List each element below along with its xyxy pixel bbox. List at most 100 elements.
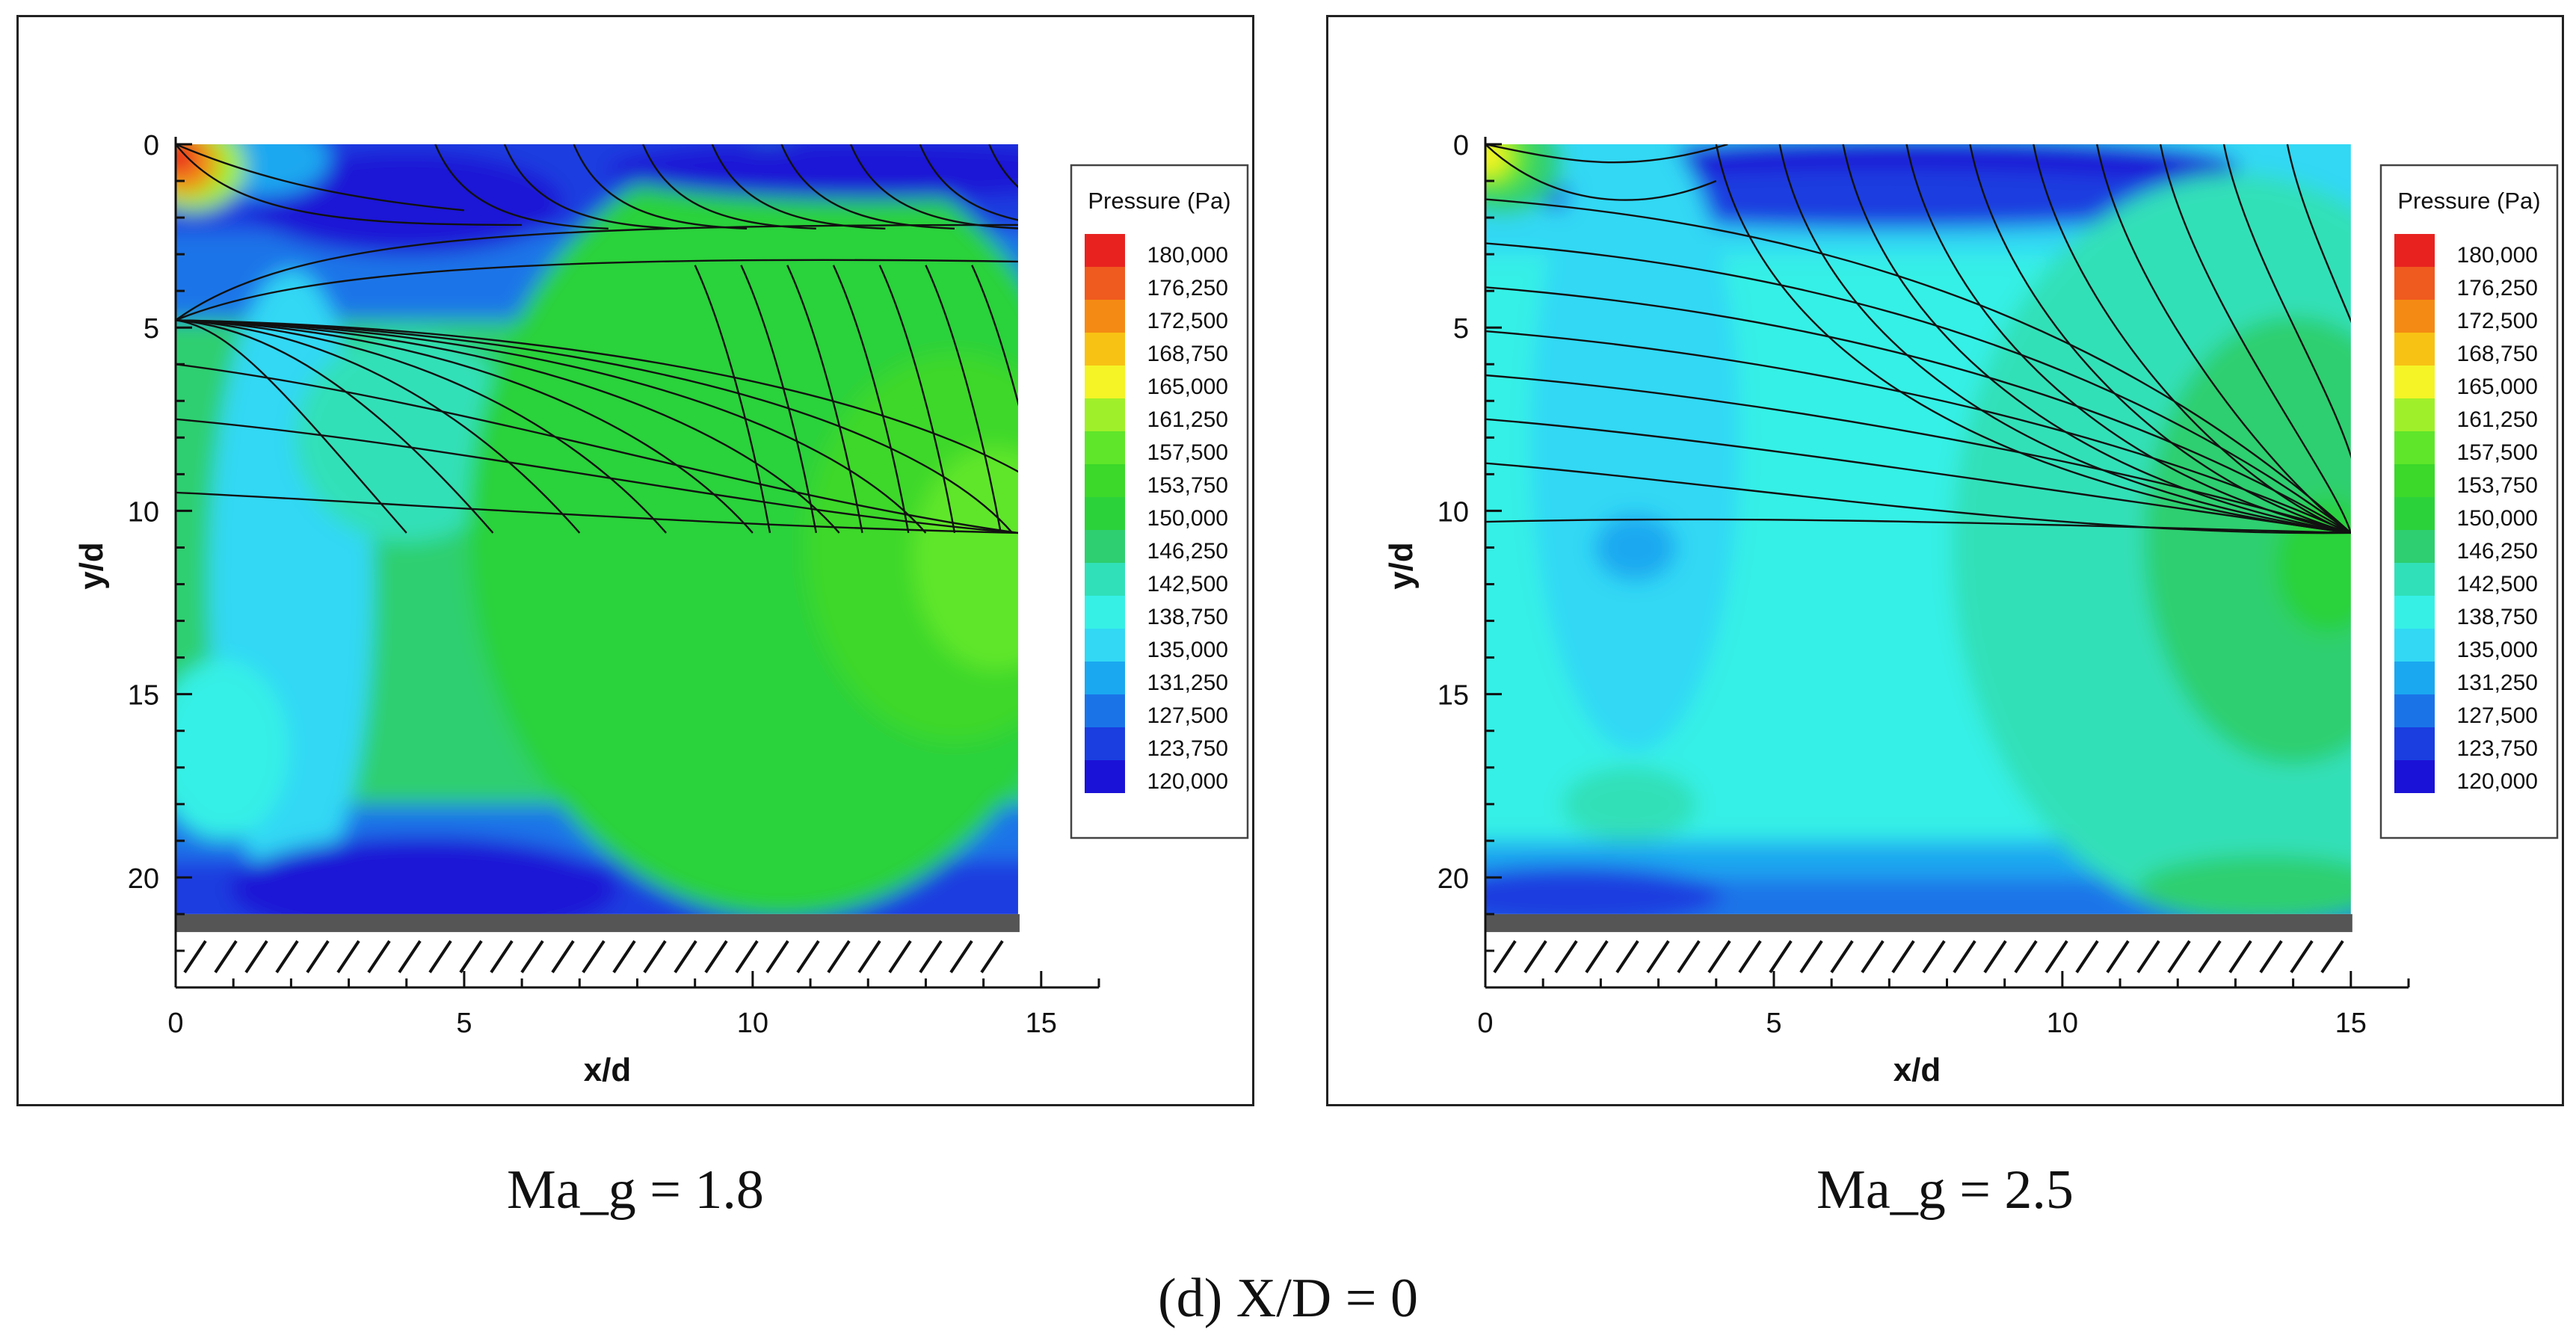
contour-blob-core	[467, 144, 1018, 914]
wall-hatch-line	[1830, 940, 1854, 974]
y-tick-label: 15	[1438, 680, 1469, 712]
y-tick-label: 15	[128, 680, 159, 712]
legend-swatch	[2394, 431, 2435, 464]
streamline-fan	[176, 319, 1018, 473]
y-tick-label: 5	[1453, 313, 1469, 345]
streamline-line-b	[176, 418, 1018, 534]
streamline-fan	[176, 319, 407, 534]
y-tick-label: 0	[144, 130, 159, 161]
wall-hatch-line	[582, 940, 606, 974]
legend-swatch	[1085, 366, 1125, 398]
streamline-left	[1485, 198, 2351, 534]
wall-hatch-line	[1646, 940, 1670, 974]
wall-hatch-line	[1922, 940, 1946, 974]
wall-hatch	[183, 940, 1004, 974]
legend-label: 157,500	[2457, 440, 2538, 465]
legend-title: Pressure (Pa)	[1088, 188, 1230, 214]
streamline-origin-b	[1485, 144, 1728, 164]
legend-label: 165,000	[2457, 374, 2538, 399]
streamline-top	[1715, 144, 2351, 534]
x-tick-label: 10	[2047, 1008, 2078, 1039]
streamline-vertical	[832, 265, 910, 534]
contour-field	[1485, 144, 2351, 914]
y-tick-label: 0	[1453, 130, 1469, 161]
streamline-vertical	[971, 265, 1018, 407]
y-axis-label: y/d	[1383, 542, 1420, 590]
contour-blob-lower-left	[1485, 866, 1722, 914]
legend-label: 176,250	[2457, 276, 2538, 300]
streamline-origin-a	[1485, 144, 1717, 201]
caption-right: Ma_g = 2.5	[1817, 1159, 2074, 1221]
streamline-left	[1485, 286, 2351, 534]
x-tick-label: 0	[1477, 1008, 1493, 1039]
legend-swatch	[1085, 727, 1125, 760]
wall-hatch-line	[674, 940, 697, 974]
streamline-vertical	[694, 265, 771, 534]
streamline-top	[1905, 144, 2351, 534]
wall-hatch-line	[244, 940, 268, 974]
wall-hatch-line	[490, 940, 514, 974]
y-tick-label: 20	[128, 863, 159, 895]
streamline-line-c	[176, 363, 1018, 534]
legend-label: 153,750	[1147, 473, 1228, 498]
streamline-top	[1969, 144, 2351, 534]
legend-label: 142,500	[2457, 572, 2538, 596]
streamline-top	[1842, 144, 2351, 534]
wall-hatch-line	[1707, 940, 1731, 974]
contour-blob-top-mid	[1538, 169, 2241, 229]
contour-blob-left	[1530, 144, 1740, 752]
streamline-top	[2159, 144, 2351, 534]
wall-hatch-line	[398, 940, 422, 974]
streamline-top	[503, 144, 678, 229]
wall-hatch-line	[2045, 940, 2068, 974]
wall-hatch-line	[459, 940, 483, 974]
legend-label: 180,000	[2457, 243, 2538, 268]
y-tick-label: 5	[144, 313, 159, 345]
streamline-vertical	[878, 265, 956, 534]
wall-hatch-line	[919, 940, 943, 974]
legend-swatch	[2394, 234, 2435, 267]
legend-label: 161,250	[2457, 407, 2538, 432]
wall-hatch-line	[1554, 940, 1578, 974]
wall-hatch-line	[1677, 940, 1701, 974]
wall-hatch-line	[2228, 940, 2252, 974]
legend-swatch	[1085, 662, 1125, 694]
x-tick-label: 10	[737, 1008, 768, 1039]
wall-hatch-line	[1861, 940, 1885, 974]
legend-swatch	[1085, 530, 1125, 563]
streamline-top	[2033, 144, 2351, 534]
legend-swatch	[2394, 300, 2435, 333]
legend-swatch	[1085, 300, 1125, 333]
y-tick-label: 10	[1438, 496, 1469, 528]
wall-hatch-line	[2167, 940, 2191, 974]
wall-hatch-line	[949, 940, 973, 974]
streamline-vertical	[786, 265, 863, 534]
wall-hatch-line	[306, 940, 330, 974]
streamline-top	[988, 144, 1018, 188]
legend-swatch	[1085, 629, 1125, 662]
wall-hatch-line	[183, 940, 207, 974]
caption-left: Ma_g = 1.8	[507, 1159, 764, 1221]
legend-label: 131,250	[1147, 670, 1228, 695]
legend-swatch	[2394, 366, 2435, 398]
legend-swatch	[2394, 596, 2435, 629]
wall-hatch-line	[2075, 940, 2099, 974]
streamline-top	[919, 144, 1018, 221]
wall-hatch-line	[857, 940, 881, 974]
legend-swatch	[1085, 267, 1125, 300]
contour-blob-lower-right	[2137, 854, 2351, 914]
wall-hatch	[1493, 940, 2344, 974]
streamline-top	[573, 144, 748, 229]
legend-label: 120,000	[2457, 769, 2538, 794]
streamline-top	[434, 144, 608, 229]
wall-hatch-line	[888, 940, 912, 974]
streamline-top	[2222, 144, 2351, 533]
legend-label: 168,750	[1147, 342, 1228, 366]
y-tick-label: 10	[128, 496, 159, 528]
legend-label: 123,750	[2457, 736, 2538, 761]
contour-blob-origin-peak	[1485, 144, 1509, 176]
streamline-fan	[176, 319, 927, 534]
wall-hatch-line	[1769, 940, 1793, 974]
legend-label: 135,000	[2457, 638, 2538, 662]
streamlines	[176, 144, 1018, 534]
